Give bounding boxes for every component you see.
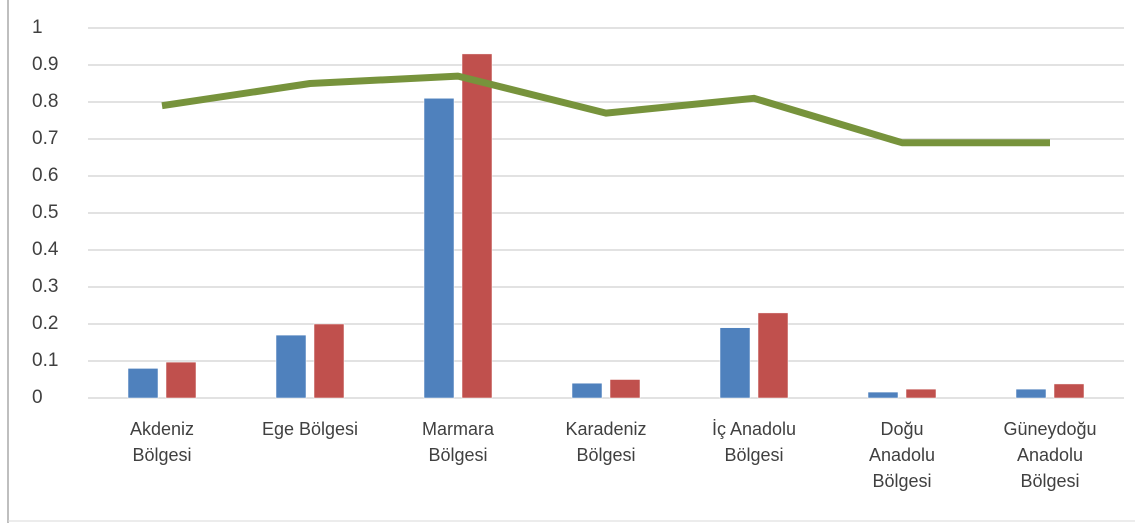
bar [1015,388,1047,399]
y-tick-label: 0.5 [32,202,58,223]
y-tick-label: 0.9 [32,54,58,75]
bar [165,361,197,399]
x-tick-label: Akdeniz Bölgesi [129,419,195,465]
bar [905,388,937,399]
bar [127,368,159,399]
x-tick-label: Karadeniz Bölgesi [565,419,647,465]
bar [571,382,603,399]
bar [423,98,455,399]
y-tick-label: 1 [32,17,43,38]
bar [275,334,307,399]
x-tick-label: İç Anadolu Bölgesi [711,419,797,465]
bar [1053,383,1085,399]
y-tick-label: 0.2 [32,313,58,334]
bar [313,323,345,399]
x-tick-label: Güneydoğu Anadolu Bölgesi [1003,419,1097,491]
bar [609,379,641,399]
x-tick-label: Ege Bölgesi [261,419,359,439]
y-tick-label: 0.3 [32,276,58,297]
y-tick-label: 0.4 [32,239,59,260]
bar [867,391,899,399]
y-tick-label: 0.6 [32,165,58,186]
bar [719,327,751,399]
bar [757,312,789,399]
x-tick-label: Marmara Bölgesi [421,419,494,465]
y-tick-label: 0.8 [32,91,58,112]
y-tick-label: 0.7 [32,128,58,149]
y-tick-label: 0.1 [32,350,58,371]
x-tick-label: Doğu Anadolu Bölgesi [868,419,936,491]
y-tick-label: 0 [32,387,43,408]
bar [461,53,493,399]
line [161,72,1050,147]
